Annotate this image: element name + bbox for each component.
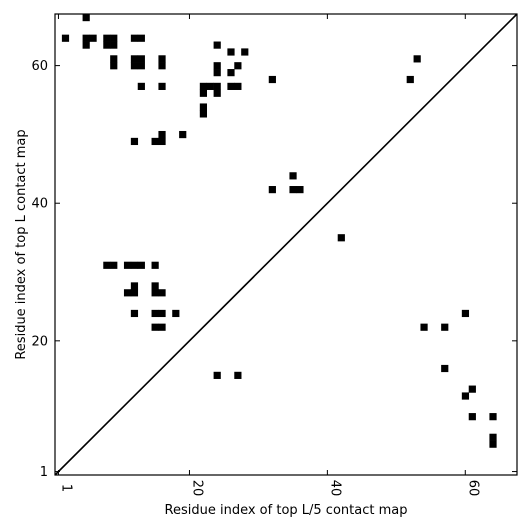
y-tick-label: 1	[40, 465, 48, 480]
contact-cell-upper	[103, 41, 111, 49]
contact-cell-upper	[199, 89, 208, 97]
contact-cell-upper	[110, 55, 118, 63]
contact-cell-lower	[489, 440, 497, 448]
contact-cell-upper	[241, 48, 249, 56]
x-tick-label: 1	[58, 484, 73, 492]
contact-cell-upper	[213, 41, 221, 49]
contact-cell-lower	[489, 413, 497, 421]
x-axis-label: Residue index of top L/5 contact map	[165, 503, 408, 518]
contact-cell-lower	[441, 364, 449, 373]
contact-cells	[61, 14, 497, 448]
contact-cell-upper	[268, 75, 276, 84]
contact-cell-upper	[289, 172, 297, 180]
contact-cell-upper	[296, 186, 304, 194]
contact-cell-upper	[234, 62, 242, 70]
contact-cell-upper	[103, 261, 111, 269]
contact-cell-upper	[227, 69, 235, 77]
contact-cell-upper	[151, 289, 159, 297]
contact-cell-upper	[130, 137, 139, 146]
contact-cell-upper	[151, 309, 159, 318]
contact-cell-upper	[137, 34, 145, 42]
contact-cell-upper	[172, 309, 180, 318]
contact-cell-upper	[130, 34, 139, 42]
contact-cell-lower	[420, 323, 428, 331]
contact-cell-upper	[213, 69, 221, 77]
contact-cell-upper	[130, 55, 139, 63]
contact-cell-upper	[234, 371, 242, 379]
contact-cell-upper	[110, 34, 118, 42]
contact-cell-upper	[199, 110, 208, 118]
axis-ticks: 1 20 40 60 1 20 40 60	[31, 14, 517, 496]
contact-cell-upper	[268, 186, 276, 194]
y-tick-label: 20	[31, 334, 48, 349]
y-axis-label: Residue index of top L contact map	[14, 129, 29, 359]
contact-cell-lower	[489, 433, 497, 441]
x-tick-label: 60	[465, 480, 480, 497]
contact-cell-upper	[213, 62, 221, 70]
contact-cell-upper	[130, 289, 139, 297]
contact-cell-upper	[158, 62, 166, 70]
contact-cell-upper	[179, 130, 187, 139]
contact-cell-upper	[213, 89, 221, 97]
contact-cell-upper	[137, 55, 145, 63]
contact-cell-upper	[227, 48, 235, 56]
contact-cell-upper	[234, 82, 242, 90]
contact-cell-upper	[123, 289, 132, 297]
contact-cell-upper	[151, 323, 159, 331]
contact-cell-lower	[441, 323, 449, 331]
contact-cell-lower	[468, 413, 476, 421]
contact-cell-upper	[123, 261, 132, 269]
contact-cell-upper	[158, 55, 166, 63]
contact-cell-upper	[199, 103, 208, 111]
contact-cell-upper	[89, 34, 97, 42]
contact-cell-lower	[461, 309, 470, 318]
contact-cell-upper	[158, 82, 166, 90]
contact-cell-upper	[158, 309, 166, 318]
plot-frame	[54, 13, 518, 476]
x-tick-label: 20	[189, 480, 204, 497]
contact-cell-upper	[213, 82, 221, 90]
contact-cell-upper	[82, 41, 90, 49]
diagonal-line	[54, 13, 518, 476]
contact-cell-upper	[151, 282, 159, 290]
contact-cell-lower	[406, 75, 414, 84]
x-tick-label: 40	[327, 480, 342, 497]
contact-cell-upper	[130, 261, 139, 269]
contact-cell-upper	[130, 309, 139, 318]
contact-cell-lower	[461, 392, 470, 400]
contact-cell-upper	[110, 62, 118, 70]
y-tick-label: 40	[31, 197, 48, 212]
contact-cell-lower	[468, 385, 476, 393]
contact-cell-upper	[158, 289, 166, 297]
contact-cell-upper	[151, 261, 159, 269]
contact-cell-upper	[151, 137, 159, 146]
y-tick-label: 60	[31, 59, 48, 74]
contact-cell-upper	[289, 186, 297, 194]
contact-cell-upper	[227, 82, 235, 90]
contact-cell-upper	[213, 371, 221, 379]
contact-cell-lower	[413, 55, 421, 63]
contact-cell-upper	[137, 62, 145, 70]
contact-cell-upper	[82, 14, 90, 22]
contact-cell-upper	[206, 82, 214, 90]
contact-cell-upper	[137, 82, 145, 90]
contact-cell-upper	[110, 261, 118, 269]
contact-cell-upper	[158, 130, 166, 139]
contact-cell-upper	[199, 82, 208, 90]
contact-cell-upper	[61, 34, 70, 42]
contact-cell-upper	[130, 62, 139, 70]
contact-cell-upper	[82, 34, 90, 42]
contact-cell-upper	[137, 261, 145, 269]
contact-cell-upper	[103, 34, 111, 42]
contact-cell-upper	[158, 323, 166, 331]
contact-cell-lower	[337, 234, 345, 242]
contact-cell-upper	[158, 137, 166, 146]
contact-cell-upper	[110, 41, 118, 49]
contact-cell-upper	[130, 282, 139, 290]
